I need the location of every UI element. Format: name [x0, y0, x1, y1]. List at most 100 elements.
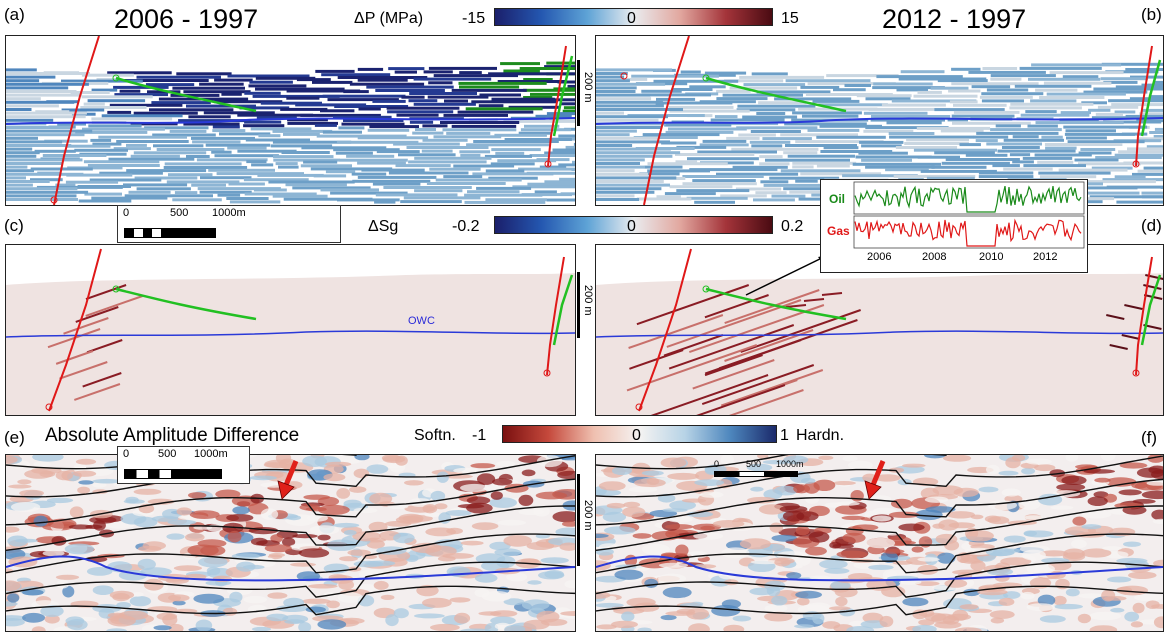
saturation-colorbar-max: 0.2: [781, 218, 804, 235]
amplitude-colorbar-right-text: Hardn.: [796, 427, 845, 444]
red-arrow-head: [864, 480, 882, 500]
hscale-tick-1000: 1000m: [776, 459, 804, 469]
well-marker: [544, 160, 552, 168]
well-red-right: [547, 45, 567, 167]
inset-year-2008: 2008: [922, 251, 947, 263]
vertical-scale-bar: [577, 272, 580, 338]
panel-label-d: (d): [1141, 216, 1162, 235]
owc-line: [6, 555, 575, 582]
well-red-left: [643, 36, 690, 205]
well-marker: [45, 403, 53, 411]
panel-label-b: (b): [1141, 5, 1162, 24]
panel-saturation-2006: OWC: [5, 244, 576, 416]
inset-pointer-line: [745, 254, 829, 296]
red-arrow-head: [277, 480, 295, 500]
amplitude-colorbar-min: -1: [472, 427, 487, 444]
owc-line: [6, 117, 575, 125]
pressure-colorbar-title: ΔP (MPa): [354, 10, 424, 27]
red-arrow-shaft: [283, 460, 299, 486]
well-red-right: [1135, 45, 1153, 167]
vertical-scale-bar: [577, 474, 580, 566]
inset-row-oil: Oil: [829, 192, 846, 206]
well-green-left: [115, 287, 257, 321]
vertical-scale-bar: [577, 60, 580, 126]
saturation-colorbar-mid: 0: [627, 218, 636, 235]
inset-year-2010: 2010: [979, 251, 1004, 263]
red-arrow-shaft: [870, 460, 886, 486]
hscale-tick-1000: 1000m: [194, 448, 228, 460]
saturation-2006-section: [6, 248, 575, 415]
hscale-tick-0: 0: [714, 459, 720, 469]
panel-label-e: (e): [4, 428, 25, 447]
panel-label-c: (c): [4, 216, 24, 235]
hscale-tick-500: 500: [158, 448, 177, 460]
owc-line: [596, 555, 1163, 582]
well-green-left: [705, 76, 847, 113]
saturation-2012-section: [596, 248, 1163, 415]
well-marker: [635, 403, 643, 411]
horizontal-scale-bar-small: 0 500 1000m: [710, 458, 810, 480]
seismic-2012-section: [596, 455, 1163, 631]
hscale-tick-1000: 1000m: [212, 207, 246, 219]
owc-line: [6, 330, 575, 338]
horizontal-scale-bar-upper: 0 500 1000m: [117, 205, 341, 243]
well-marker: [112, 285, 120, 293]
owc-line: [596, 330, 1163, 338]
well-marker: [543, 369, 551, 377]
well-red-left: [638, 248, 692, 412]
amplitude-colorbar-left-text: Softn.: [414, 427, 456, 444]
well-marker: [112, 74, 120, 82]
panel-seismic-2012: 0 500 1000m: [595, 454, 1164, 632]
well-marker: [702, 74, 710, 82]
vertical-scale-label: 200 m: [582, 72, 594, 103]
amplitude-colorbar-max: 1: [780, 427, 789, 444]
pressure-colorbar-max: 15: [781, 10, 799, 27]
pressure-colorbar-mid: 0: [627, 10, 636, 27]
well-green-right: [552, 55, 574, 137]
well-marker: [1132, 160, 1140, 168]
pressure-colorbar-min: -15: [462, 10, 486, 27]
well-red-right: [546, 256, 565, 376]
well-red-left: [53, 36, 100, 205]
hscale-tick-0: 0: [123, 207, 130, 219]
inset-year-2006: 2006: [867, 251, 892, 263]
oil-rate-series: [854, 185, 1082, 213]
saturation-colorbar: [494, 216, 773, 234]
well-green-right: [1140, 59, 1162, 137]
well-marker: [702, 285, 710, 293]
inset-row-gas: Gas: [827, 224, 850, 238]
title-left: 2006 - 1997: [114, 4, 259, 34]
inset-year-2012: 2012: [1033, 251, 1058, 263]
well-red-right: [1135, 256, 1153, 376]
well-green-left: [115, 76, 257, 113]
panel-seismic-2006: [5, 454, 576, 632]
owc-line: [596, 117, 1163, 125]
panel-label-f: (f): [1141, 428, 1158, 447]
panel-pressure-2006: [5, 35, 576, 206]
production-inset-plot: [853, 181, 1085, 249]
well-marker: [620, 72, 628, 80]
saturation-colorbar-title: ΔSg: [368, 218, 399, 235]
hscale-tick-500: 500: [170, 207, 189, 219]
amplitude-title: Absolute Amplitude Difference: [45, 425, 300, 446]
pressure-colorbar: [494, 8, 773, 26]
seismic-2006-section: [6, 455, 575, 631]
amplitude-colorbar-mid: 0: [632, 427, 641, 444]
hscale-tick-500: 500: [746, 459, 762, 469]
vertical-scale-label: 200 m: [582, 500, 594, 531]
owc-label: OWC: [408, 315, 435, 327]
well-green-right: [552, 274, 574, 346]
vertical-scale-label: 200 m: [582, 285, 594, 316]
saturation-colorbar-min: -0.2: [452, 218, 480, 235]
production-inset: Oil Gas 2006 2008 2010 2012: [820, 179, 1088, 273]
panel-label-a: (a): [4, 5, 25, 24]
well-marker: [50, 196, 58, 204]
title-right: 2012 - 1997: [882, 4, 1027, 34]
well-marker: [1132, 369, 1140, 377]
well-red-left: [48, 248, 102, 412]
horizontal-scale-bar-lower: 0 500 1000m: [117, 446, 250, 484]
amplitude-colorbar: [502, 425, 777, 443]
well-green-left: [705, 287, 847, 321]
gas-rate-series: [854, 218, 1082, 247]
pressure-2006-section: [6, 36, 575, 205]
